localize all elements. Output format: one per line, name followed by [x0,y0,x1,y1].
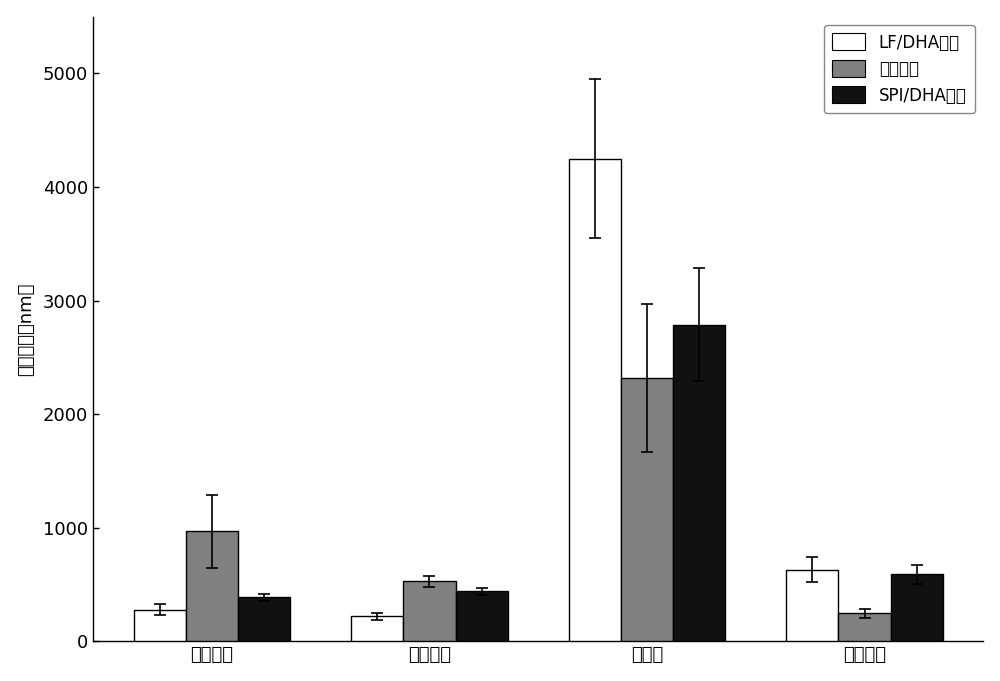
Bar [134,609,186,642]
Bar [621,378,673,642]
Bar [403,582,456,642]
Bar [351,616,403,642]
Legend: LF/DHA乳液, 微聚集体, SPI/DHA乳液: LF/DHA乳液, 微聚集体, SPI/DHA乳液 [824,25,975,113]
Bar [569,159,621,642]
Bar [238,597,290,642]
Bar [673,325,725,642]
Bar [838,613,891,642]
Bar [891,575,943,642]
Y-axis label: 平均粒径（nm）: 平均粒径（nm） [17,283,35,376]
Bar [786,570,838,642]
Bar [456,592,508,642]
Bar [186,531,238,642]
